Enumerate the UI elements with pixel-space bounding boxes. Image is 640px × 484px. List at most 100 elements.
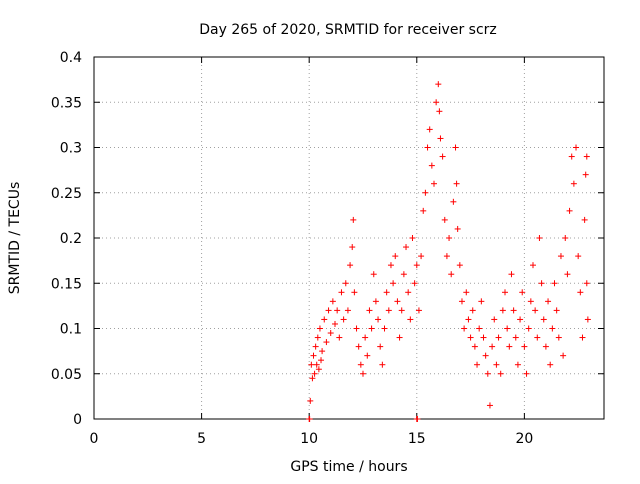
data-point bbox=[307, 397, 314, 404]
data-point bbox=[325, 307, 332, 314]
data-point bbox=[368, 325, 375, 332]
data-point bbox=[495, 334, 502, 341]
data-point bbox=[381, 325, 388, 332]
axis-ticks: 0 0.05 0.1 0.15 0.2 0.25 0.3 0.35 0.4 0 5 10 15 20 bbox=[51, 50, 604, 447]
data-point bbox=[314, 334, 321, 341]
data-point bbox=[499, 307, 506, 314]
data-point bbox=[527, 298, 534, 305]
x-tick-label: 20 bbox=[515, 431, 533, 447]
data-point bbox=[306, 416, 313, 422]
data-point bbox=[387, 262, 394, 269]
data-point bbox=[582, 171, 589, 178]
data-point bbox=[407, 316, 414, 323]
data-point bbox=[454, 225, 461, 232]
data-point bbox=[467, 334, 474, 341]
data-point bbox=[377, 343, 384, 350]
data-point bbox=[529, 262, 536, 269]
y-axis-label: SRMTID / TECUs bbox=[7, 182, 23, 295]
data-point bbox=[482, 352, 489, 359]
data-point bbox=[450, 198, 457, 205]
data-point bbox=[452, 144, 459, 151]
data-point bbox=[564, 271, 571, 278]
data-point bbox=[545, 298, 552, 305]
data-point bbox=[309, 375, 316, 382]
y-tick-label: 0.25 bbox=[51, 186, 82, 202]
data-point bbox=[463, 289, 470, 296]
data-point bbox=[405, 289, 412, 296]
y-tick-label: 0.15 bbox=[51, 276, 82, 292]
data-point bbox=[426, 126, 433, 133]
data-point bbox=[366, 307, 373, 314]
x-tick-label: 10 bbox=[300, 431, 318, 447]
data-point bbox=[379, 361, 386, 368]
y-tick-label: 0.1 bbox=[60, 322, 82, 338]
data-point bbox=[342, 280, 349, 287]
data-point bbox=[506, 343, 513, 350]
data-point bbox=[308, 361, 315, 368]
data-point bbox=[489, 343, 496, 350]
data-point bbox=[359, 370, 366, 377]
y-tick-label: 0.05 bbox=[51, 367, 82, 383]
data-point bbox=[400, 271, 407, 278]
data-point bbox=[327, 330, 334, 337]
data-point bbox=[422, 189, 429, 196]
data-point bbox=[532, 307, 539, 314]
data-point bbox=[318, 357, 325, 364]
data-point bbox=[312, 343, 319, 350]
data-point bbox=[476, 325, 483, 332]
data-point bbox=[471, 343, 478, 350]
data-point bbox=[523, 370, 530, 377]
data-point bbox=[441, 216, 448, 223]
data-point bbox=[573, 144, 580, 151]
data-point bbox=[362, 334, 369, 341]
data-point bbox=[390, 280, 397, 287]
data-point bbox=[409, 235, 416, 241]
data-point bbox=[465, 316, 472, 323]
data-point bbox=[514, 361, 521, 368]
data-point bbox=[338, 289, 345, 296]
data-point bbox=[353, 325, 360, 332]
chart-title: Day 265 of 2020, SRMTID for receiver scr… bbox=[199, 22, 497, 38]
data-point bbox=[435, 81, 442, 88]
data-point bbox=[311, 370, 318, 377]
data-point bbox=[512, 334, 519, 341]
data-point bbox=[336, 334, 343, 341]
data-point bbox=[420, 207, 427, 214]
data-point bbox=[525, 325, 532, 332]
data-point bbox=[350, 216, 357, 223]
data-point bbox=[316, 325, 323, 332]
data-point bbox=[584, 316, 591, 323]
data-point bbox=[461, 325, 468, 332]
data-point bbox=[568, 153, 575, 160]
data-point bbox=[415, 307, 422, 314]
data-point bbox=[439, 153, 446, 160]
data-point bbox=[329, 298, 336, 305]
data-point bbox=[310, 352, 317, 359]
data-point bbox=[364, 352, 371, 359]
data-point bbox=[517, 316, 524, 323]
data-point bbox=[411, 280, 418, 287]
data-point bbox=[581, 216, 588, 223]
data-point bbox=[428, 162, 435, 169]
x-tick-label: 0 bbox=[90, 431, 99, 447]
data-point bbox=[560, 352, 567, 359]
data-point bbox=[418, 253, 425, 260]
data-point bbox=[398, 307, 405, 314]
data-point bbox=[484, 370, 491, 377]
data-point bbox=[480, 334, 487, 341]
y-tick-label: 0.3 bbox=[60, 141, 82, 157]
data-point bbox=[575, 253, 582, 260]
data-point bbox=[566, 207, 573, 214]
data-point bbox=[431, 180, 437, 187]
data-point bbox=[413, 262, 420, 269]
data-point bbox=[424, 144, 431, 151]
data-point bbox=[443, 253, 450, 260]
data-point bbox=[562, 235, 569, 241]
data-point bbox=[436, 108, 443, 115]
data-point bbox=[396, 334, 403, 341]
data-point bbox=[486, 402, 493, 409]
data-point bbox=[519, 289, 526, 296]
data-point bbox=[474, 361, 481, 368]
